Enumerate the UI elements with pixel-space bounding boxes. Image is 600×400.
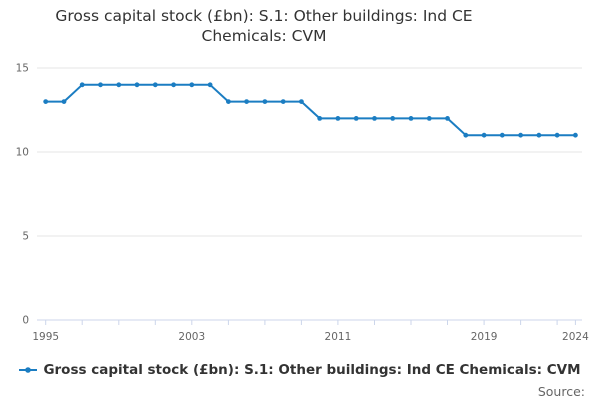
data-point[interactable]: [207, 82, 213, 88]
data-point[interactable]: [372, 116, 377, 121]
data-point[interactable]: [390, 116, 396, 121]
data-point[interactable]: [152, 82, 158, 88]
data-point[interactable]: [518, 132, 523, 138]
legend-marker-icon: [19, 367, 38, 373]
data-point[interactable]: [134, 82, 140, 88]
data-point[interactable]: [79, 82, 85, 88]
x-axis-label: 2019: [471, 331, 498, 343]
legend-item[interactable]: Gross capital stock (£bn): S.1: Other bu…: [0, 361, 600, 379]
y-axis-label: 0: [22, 315, 29, 327]
x-axis-label: 2024: [562, 331, 589, 343]
y-axis-label: 5: [22, 231, 29, 243]
x-axis-label: 2003: [178, 331, 205, 343]
data-point[interactable]: [299, 99, 304, 104]
data-point[interactable]: [317, 116, 323, 121]
data-point[interactable]: [335, 116, 341, 121]
data-point[interactable]: [61, 99, 67, 104]
data-point[interactable]: [481, 132, 487, 138]
data-point[interactable]: [353, 116, 359, 121]
data-point[interactable]: [244, 99, 250, 104]
x-axis-label: 2011: [325, 331, 352, 343]
data-point[interactable]: [408, 116, 414, 121]
y-axis-label: 10: [16, 147, 29, 159]
data-point[interactable]: [445, 116, 450, 121]
data-point[interactable]: [116, 82, 122, 88]
data-point[interactable]: [554, 132, 560, 138]
data-point[interactable]: [463, 132, 469, 138]
data-point[interactable]: [171, 82, 177, 88]
legend-label: Gross capital stock (£bn): S.1: Other bu…: [43, 362, 581, 378]
data-point[interactable]: [536, 132, 542, 138]
data-point[interactable]: [280, 99, 286, 104]
data-point[interactable]: [43, 99, 49, 104]
source-label: Source:: [537, 384, 585, 399]
y-axis-label: 15: [16, 63, 29, 75]
data-point[interactable]: [426, 116, 432, 121]
data-point[interactable]: [189, 82, 195, 88]
data-point[interactable]: [499, 132, 505, 138]
chart-title: Gross capital stock (£bn): S.1: Other bu…: [55, 7, 473, 45]
data-point[interactable]: [262, 99, 268, 104]
data-point[interactable]: [226, 99, 231, 104]
x-axis-label: 1995: [32, 331, 59, 343]
series-line: [44, 83, 577, 137]
data-point[interactable]: [98, 82, 103, 88]
data-point[interactable]: [573, 132, 578, 138]
